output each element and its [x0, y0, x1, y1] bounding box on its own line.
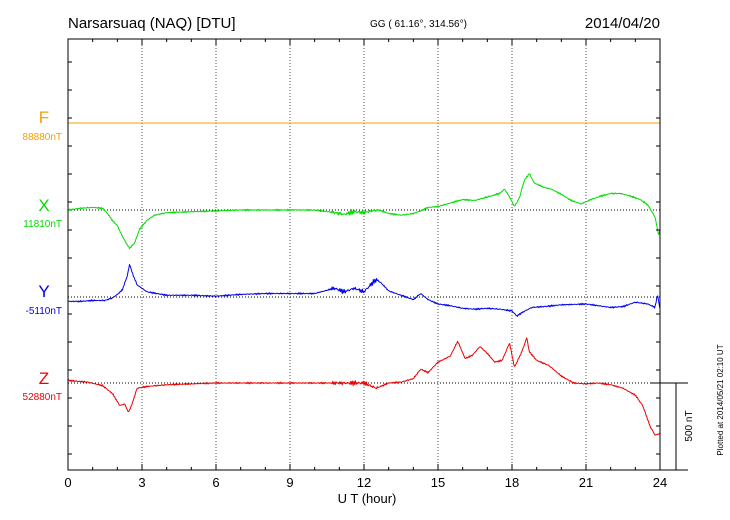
baseline-label-y: -5110nT — [25, 306, 62, 317]
chart-date: 2014/04/20 — [585, 15, 660, 32]
series-labels: F 88880nT X 11810nT Y -5110nT Z 52880nT — [23, 108, 62, 403]
baseline-label-f: 88880nT — [23, 132, 62, 143]
series-label-f: F — [39, 108, 49, 127]
scale-bar: 500 nT — [651, 382, 695, 471]
plotted-note: Plotted at 2014/05/21 02:10 UT — [716, 344, 725, 455]
grid — [141, 39, 587, 470]
scale-bar-label: 500 nT — [684, 410, 695, 441]
x-tick-label: 15 — [431, 475, 445, 490]
x-tick-label: 3 — [138, 475, 145, 490]
series-line-y — [67, 264, 661, 317]
x-tick-label: 21 — [579, 475, 593, 490]
series-label-z: Z — [39, 369, 49, 388]
x-axis-label: U T (hour) — [338, 491, 397, 506]
x-tick-label: 18 — [505, 475, 519, 490]
baseline-label-x: 11810nT — [23, 219, 62, 230]
series-line-x — [67, 173, 661, 250]
x-tick-label: 0 — [64, 475, 71, 490]
x-tick-label: 6 — [212, 475, 219, 490]
series-lines — [67, 122, 661, 436]
chart-subtitle: GG ( 61.16°, 314.56°) — [370, 19, 467, 30]
x-tick-label: 12 — [357, 475, 371, 490]
x-tick-label: 24 — [653, 475, 667, 490]
x-axis: 0 3 6 9 12 15 18 21 24 — [64, 39, 667, 490]
series-label-y: Y — [38, 282, 49, 301]
series-line-z — [67, 337, 661, 436]
series-label-x: X — [38, 196, 49, 215]
chart-title: Narsarsuaq (NAQ) [DTU] — [68, 15, 236, 32]
baseline-label-z: 52880nT — [23, 392, 62, 403]
x-tick-label: 9 — [286, 475, 293, 490]
